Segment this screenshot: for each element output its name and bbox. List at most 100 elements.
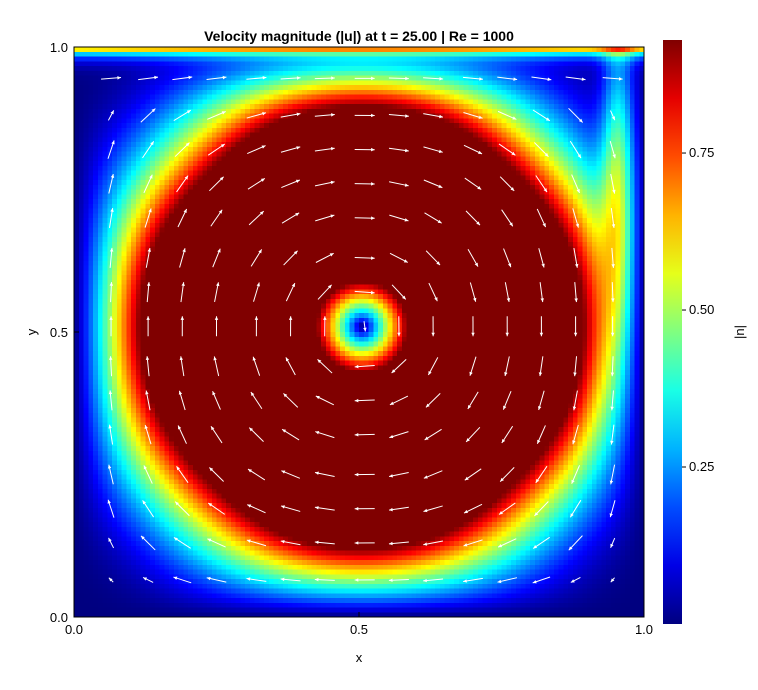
arrow-head [323,316,327,320]
quiver-arrow [207,111,226,120]
quiver-arrow [143,465,153,484]
arrow-head [389,474,393,478]
arrow-head [537,406,542,411]
quiver-arrow [503,248,512,268]
quiver-arrow [314,146,335,152]
quiver-arrow [109,316,113,337]
colorbar-gradient [663,40,682,624]
arrow-head [331,113,335,117]
arrow-head [405,114,409,118]
quiver-arrow [499,176,515,192]
arrow-head [108,424,112,429]
quiver-arrow [428,282,438,302]
quiver-arrow [254,316,259,337]
arrow-head [314,577,319,582]
quiver-arrow [568,107,584,123]
quiver-arrow [354,507,375,511]
arrow-head [509,222,513,227]
arrow-head [404,183,409,187]
arrow-head [146,316,150,320]
quiver-arrow [280,146,301,153]
arrow-head [498,544,503,548]
quiver-arrow [536,208,547,228]
quiver-arrow [108,537,115,549]
quiver-arrow [463,503,483,514]
arrow-head [611,298,615,303]
arrow-head [354,398,359,403]
arrow-head [208,503,213,507]
quiver-arrow [253,282,260,302]
quiver-arrow [610,356,615,377]
quiver-arrow [501,209,514,227]
quiver-arrow [574,282,578,303]
arrow-head [388,541,393,546]
arrow-head [423,542,428,546]
arrow-head [117,76,122,80]
arrow-head [222,75,227,80]
quiver-arrow [207,502,226,515]
quiver-arrow [610,110,616,121]
quiver-arrow [180,316,185,337]
arrow-head [534,512,539,516]
arrow-head [145,356,150,361]
arrow-head [434,297,438,302]
quiver-arrow [173,109,192,122]
quiver-arrow [174,501,190,517]
quiver-arrow [246,112,267,119]
colorbar-tick-label: 0.75 [689,145,714,160]
quiver-arrow [248,427,264,442]
arrow-head [574,263,579,268]
quiver-arrow [572,390,578,411]
quiver-arrow [101,76,122,80]
arrow-head [354,507,359,511]
arrow-head [151,108,156,113]
arrow-head [581,77,586,81]
arrow-head [354,541,359,545]
quiver-arrow [214,316,219,337]
quiver-arrow [142,141,155,159]
arrow-head [370,290,375,295]
quiver-arrow [389,214,409,222]
quiver-arrow [146,282,151,303]
arrow-head [389,401,394,405]
arrow-head [389,507,393,512]
arrow-head [476,221,481,226]
arrow-head [111,140,115,145]
arrow-head [213,356,217,361]
arrow-head [247,469,252,473]
arrow-head [612,189,616,194]
quiver-arrow [535,465,548,484]
quiver-arrow [146,316,150,337]
arrow-head [182,248,186,253]
arrow-head [578,118,583,123]
quiver-arrow [173,576,192,584]
quiver-arrow [354,472,375,477]
quiver-arrow [610,424,615,445]
arrow-head [404,148,409,153]
arrow-head [179,356,184,361]
arrow-head [474,262,478,267]
quiver-arrow [531,76,552,81]
arrow-head [280,577,285,582]
arrow-head [109,316,113,320]
quiver-arrow [247,145,266,155]
quiver-arrow [539,282,544,303]
quiver-arrow [609,464,616,485]
quiver-arrow [315,395,334,406]
arrow-head [539,332,544,337]
arrow-head [423,578,427,583]
quiver-arrow [571,465,581,484]
quiver-arrow [107,464,114,485]
arrow-head [327,284,332,289]
arrow-head [533,545,538,549]
quiver-arrow [281,428,300,441]
quiver-arrow [143,174,153,194]
quiver-arrow [250,391,263,410]
quiver-arrow [388,114,409,118]
arrow-head [499,510,503,515]
quiver-arrow [354,147,375,152]
arrow-head [371,147,375,152]
arrow-head [221,111,226,115]
quiver-arrow [109,208,114,228]
arrow-head [141,535,145,540]
